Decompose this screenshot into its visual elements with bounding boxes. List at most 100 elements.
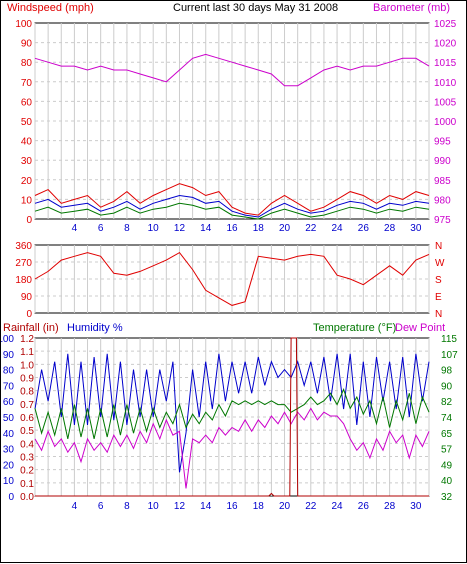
- humidity-tick-label: 70: [3, 381, 15, 392]
- x-tick-label: 26: [358, 223, 370, 234]
- x-tick-label: 8: [124, 223, 130, 234]
- temperature-tick-label: 115: [441, 334, 457, 345]
- windspeed-tick-label: 20: [21, 176, 33, 187]
- compass-tick-label: E: [435, 292, 442, 303]
- x-tick-label: 28: [384, 223, 396, 234]
- humidity-tick-label: 20: [3, 460, 15, 471]
- humidity-tick-label: 50: [3, 413, 15, 424]
- x-tick-label: 24: [332, 223, 344, 234]
- compass-tick-label: S: [435, 275, 442, 286]
- humidity-tick-label: 30: [3, 445, 15, 456]
- humidity-tick-label: 90: [3, 350, 15, 361]
- humidity-tick-label: 40: [3, 429, 15, 440]
- x-tick-label: 14: [200, 223, 212, 234]
- rainfall-tick-label: 1.2: [20, 334, 34, 345]
- temperature-tick-label: 32: [441, 492, 453, 503]
- rainfall-tick-label: 1.1: [20, 347, 34, 358]
- x-tick-label: 10: [148, 501, 160, 512]
- temperature-tick-label: 57: [441, 445, 453, 456]
- temperature-tick-label: 82: [441, 397, 453, 408]
- windspeed-tick-label: 90: [21, 39, 33, 50]
- barometer-tick-label: 985: [434, 176, 451, 187]
- dew-point-axis-label: Dew Point: [395, 322, 445, 334]
- barometer-tick-label: 1000: [434, 117, 457, 128]
- rainfall-tick-label: 0.8: [20, 387, 34, 398]
- series-line: [34, 251, 430, 306]
- rainfall-tick-label: 0.4: [20, 439, 34, 450]
- series-line: [34, 353, 430, 473]
- x-tick-label: 30: [410, 501, 422, 512]
- windspeed-tick-label: 50: [21, 117, 33, 128]
- compass-tick-label: W: [435, 258, 445, 269]
- direction-tick-label: 90: [21, 292, 33, 303]
- humidity-tick-label: 10: [3, 476, 15, 487]
- x-tick-label: 18: [253, 223, 265, 234]
- x-tick-label: 16: [226, 223, 238, 234]
- x-tick-label: 10: [148, 223, 160, 234]
- humidity-tick-label: 60: [3, 397, 15, 408]
- barometer-axis-label: Barometer (mb): [373, 2, 450, 14]
- windspeed-tick-label: 10: [21, 195, 33, 206]
- direction-tick-label: 0: [26, 309, 32, 320]
- humidity-tick-label: 0: [8, 492, 14, 503]
- series-line: [34, 388, 430, 440]
- compass-tick-label: N: [435, 309, 442, 320]
- barometer-tick-label: 1025: [434, 19, 457, 30]
- series-line: [35, 337, 429, 497]
- x-tick-label: 6: [98, 223, 104, 234]
- x-tick-label: 12: [174, 223, 186, 234]
- barometer-tick-label: 1010: [434, 78, 457, 89]
- barometer-tick-label: 980: [434, 195, 451, 206]
- x-tick-label: 30: [410, 223, 422, 234]
- x-tick-label: 12: [174, 501, 186, 512]
- rainfall-tick-label: 0.1: [20, 479, 34, 490]
- temperature-tick-label: 107: [441, 350, 458, 361]
- rainfall-tick-label: 0.9: [20, 374, 34, 385]
- humidity-tick-label: 100: [1, 334, 14, 345]
- rainfall-axis-label: Rainfall (in): [3, 322, 59, 334]
- compass-tick-label: N: [435, 241, 442, 252]
- series-line: [34, 183, 430, 216]
- windspeed-tick-label: 30: [21, 156, 33, 167]
- humidity-axis-label: Humidity %: [67, 322, 123, 334]
- direction-tick-label: 360: [15, 241, 32, 252]
- barometer-tick-label: 990: [434, 156, 451, 167]
- rain-humidity-temp-panel: 0.0 0.1 0.2 0.3 0.4 0.5 0.6 0.7 0.8 0.9 1.0 1.1 1.2 0…: [1, 334, 458, 512]
- temperature-tick-label: 65: [441, 429, 453, 440]
- windspeed-tick-label: 70: [21, 78, 33, 89]
- rainfall-tick-label: 0.0: [20, 492, 34, 503]
- temperature-tick-label: 98: [441, 366, 453, 377]
- x-tick-label: 20: [279, 223, 291, 234]
- windspeed-axis-label: Windspeed (mph): [7, 2, 94, 14]
- windspeed-tick-label: 60: [21, 97, 33, 108]
- series-line: [34, 202, 430, 220]
- series-line: [34, 194, 430, 218]
- x-tick-label: 8: [124, 501, 130, 512]
- barometer-tick-label: 1005: [434, 97, 457, 108]
- rainfall-tick-label: 0.2: [20, 466, 34, 477]
- x-tick-label: 4: [72, 223, 78, 234]
- windspeed-tick-label: 0: [26, 215, 32, 226]
- temperature-axis-label: Temperature (°F): [313, 322, 396, 334]
- rainfall-tick-label: 0.6: [20, 413, 34, 424]
- x-tick-label: 28: [384, 501, 396, 512]
- humidity-tick-label: 80: [3, 366, 15, 377]
- barometer-tick-label: 975: [434, 215, 451, 226]
- temperature-tick-label: 40: [441, 476, 453, 487]
- x-tick-label: 14: [200, 501, 212, 512]
- barometer-tick-label: 1015: [434, 58, 457, 69]
- series-line: [34, 407, 430, 489]
- wind-barometer-panel: 0102030405060708090100975980985990995100…: [15, 19, 456, 234]
- x-tick-label: 20: [279, 501, 291, 512]
- direction-tick-label: 270: [15, 258, 32, 269]
- barometer-tick-label: 1020: [434, 39, 457, 50]
- temperature-tick-label: 90: [441, 381, 453, 392]
- rainfall-tick-label: 0.5: [20, 426, 34, 437]
- windspeed-tick-label: 40: [21, 137, 33, 148]
- x-tick-label: 22: [305, 501, 317, 512]
- temperature-tick-label: 74: [441, 413, 453, 424]
- temperature-tick-label: 49: [441, 460, 453, 471]
